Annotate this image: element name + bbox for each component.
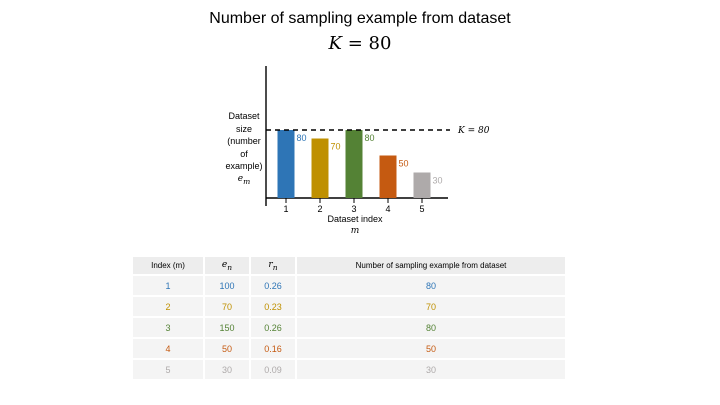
y-var: e [237,173,244,184]
y-label-line: example) [225,161,263,171]
bar [413,172,431,198]
header-samples: Number of sampling example from dataset [297,257,565,274]
data-label: 80 [297,133,307,143]
header-r-sub: n [272,262,278,272]
y-label-variable: em [212,173,276,188]
cell-samples: 70 [297,297,565,316]
subtitle-var: K [328,33,342,54]
bar [311,138,329,198]
x-tick-label: 4 [385,204,390,214]
header-r-var: r [268,259,273,270]
table-row: 3 150 0.26 80 [133,318,565,337]
y-label-line: Dataset [228,111,260,121]
chart-title: Number of sampling example from dataset [209,10,511,27]
x-tick-label: 1 [283,204,288,214]
cell-samples: 50 [297,339,565,358]
cell-index: 5 [133,360,203,379]
x-axis-label: Dataset index m [310,213,400,237]
x-label-text: Dataset index [327,214,383,224]
y-var-sub: m [243,176,251,186]
x-tick-label: 3 [351,204,356,214]
cell-e: 100 [205,276,249,295]
data-label: 80 [365,133,375,143]
cell-e: 150 [205,318,249,337]
cell-e: 30 [205,360,249,379]
cell-r: 0.09 [251,360,295,379]
x-tick-label: 5 [419,204,424,214]
chart-subtitle: K = 80 [0,33,720,54]
header-index: Index (m) [133,257,203,274]
cell-index: 2 [133,297,203,316]
cell-samples: 80 [297,276,565,295]
cell-r: 0.26 [251,318,295,337]
cell-e: 50 [205,339,249,358]
cell-e: 70 [205,297,249,316]
y-label-line: size [235,123,252,134]
table-header-row: Index (m) en rn Number of sampling examp… [133,257,565,274]
table-row: 2 70 0.23 70 [133,297,565,316]
bar-chart: 80 1 70 2 80 3 50 4 30 5 K = 80 [265,66,490,214]
cell-samples: 80 [297,318,565,337]
y-label-line: of [240,148,248,159]
reference-line-label: K = 80 [457,126,490,136]
y-label-line: (number [227,136,261,146]
cell-index: 4 [133,339,203,358]
subtitle-rest: = 80 [342,33,392,54]
cell-index: 1 [133,276,203,295]
x-label-variable: m [350,226,360,236]
table-row: 1 100 0.26 80 [133,276,565,295]
header-e-var: e [221,259,228,270]
bar [345,130,363,198]
cell-r: 0.26 [251,276,295,295]
bar [379,155,397,198]
x-tick-label: 2 [317,204,322,214]
cell-samples: 30 [297,360,565,379]
table-row: 5 30 0.09 30 [133,360,565,379]
data-table: Index (m) en rn Number of sampling examp… [131,255,567,381]
header-e: en [205,257,249,274]
cell-index: 3 [133,318,203,337]
header-r: rn [251,257,295,274]
data-label: 30 [433,176,443,186]
cell-r: 0.23 [251,297,295,316]
bar [277,130,295,198]
table-row: 4 50 0.16 50 [133,339,565,358]
data-label: 50 [399,159,409,169]
y-axis-label: Dataset size (number of example) em [212,110,276,188]
cell-r: 0.16 [251,339,295,358]
header-e-sub: n [227,262,233,272]
data-label: 70 [331,142,341,152]
